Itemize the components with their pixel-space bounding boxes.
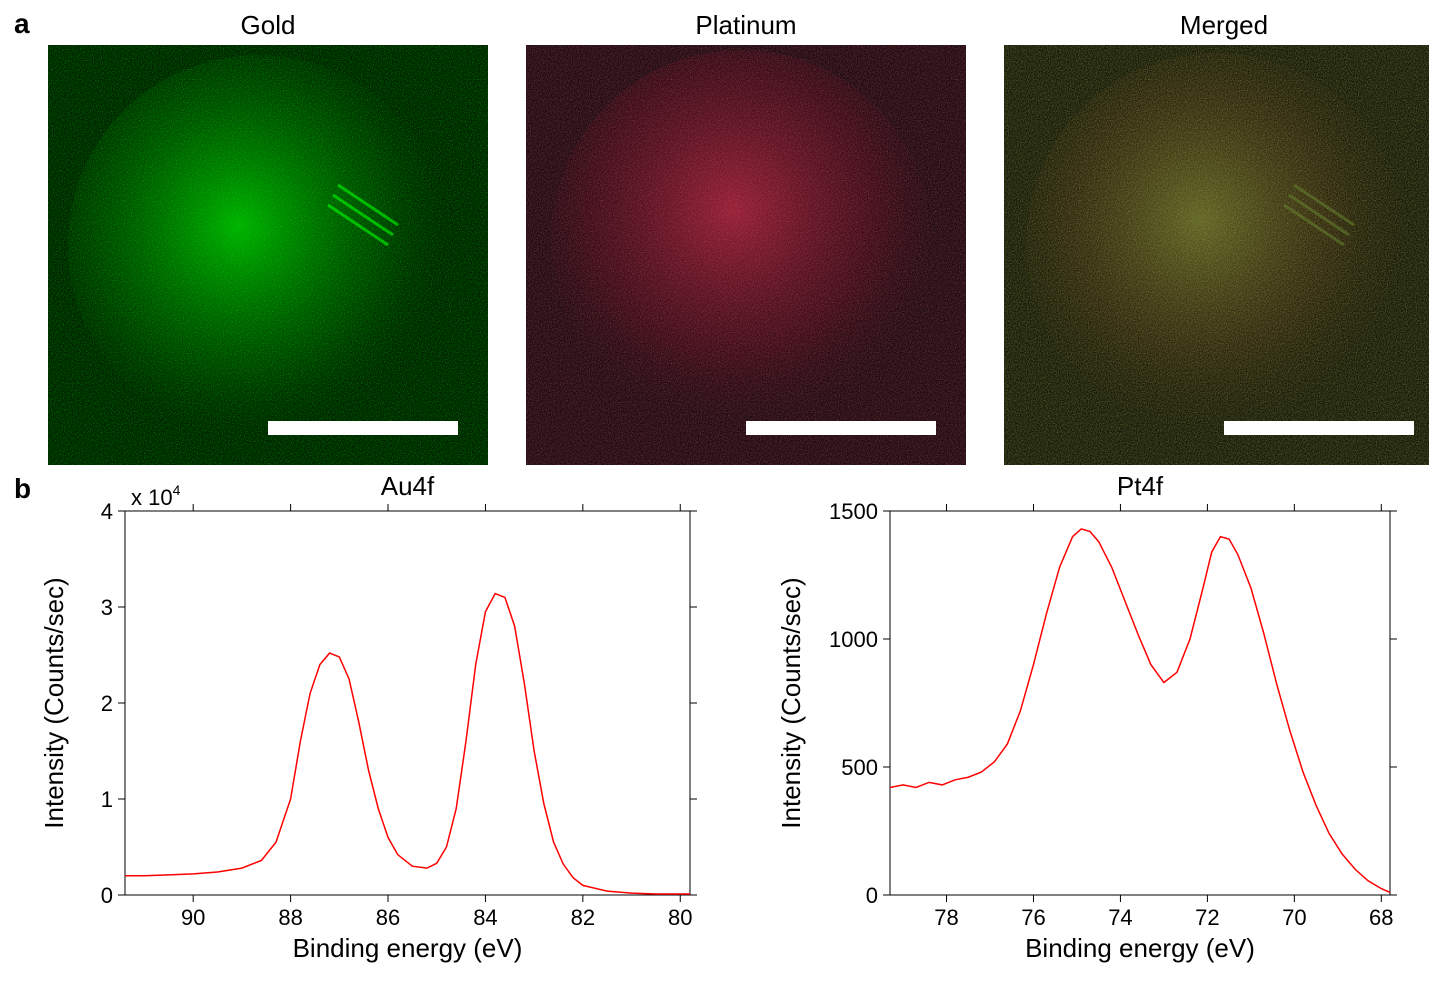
scalebar-gold: [268, 421, 458, 435]
svg-text:2: 2: [101, 691, 113, 716]
svg-text:x 104: x 104: [131, 482, 181, 510]
svg-text:82: 82: [571, 905, 595, 930]
svg-text:Pt4f: Pt4f: [1117, 475, 1164, 501]
chart-au4f-wrap: 0 1 2 3 4 90 88 86 84 82 80 Au4f Binding energy (eV)…: [30, 475, 710, 980]
panel-b: b 0 1 2 3 4 90 88 86 84 82 80 Au4f Binding energy (e…: [10, 475, 1419, 980]
svg-text:Au4f: Au4f: [381, 475, 435, 501]
scalebar-platinum: [746, 421, 936, 435]
micrograph-merged: [1004, 45, 1429, 465]
svg-text:74: 74: [1108, 905, 1132, 930]
image-panel-platinum: Platinum: [526, 10, 966, 465]
scalebar-merged: [1224, 421, 1414, 435]
svg-text:1000: 1000: [829, 627, 878, 652]
svg-text:76: 76: [1021, 905, 1045, 930]
image-title-merged: Merged: [1180, 10, 1268, 41]
svg-text:Intensity (Counts/sec): Intensity (Counts/sec): [776, 577, 806, 828]
image-title-platinum: Platinum: [695, 10, 796, 41]
svg-text:80: 80: [668, 905, 692, 930]
panel-b-label: b: [14, 473, 31, 505]
svg-text:1: 1: [101, 787, 113, 812]
svg-text:3: 3: [101, 595, 113, 620]
svg-text:86: 86: [376, 905, 400, 930]
svg-text:Binding energy (eV): Binding energy (eV): [293, 933, 523, 963]
svg-text:68: 68: [1369, 905, 1393, 930]
micrograph-gold: [48, 45, 488, 465]
svg-text:0: 0: [866, 883, 878, 908]
svg-text:0: 0: [101, 883, 113, 908]
chart-pt4f-wrap: 0 500 1000 1500 78 76 74 72 70 68 Pt4f Binding ener…: [770, 475, 1410, 980]
panel-a-label: a: [14, 8, 30, 40]
chart-au4f: 0 1 2 3 4 90 88 86 84 82 80 Au4f Binding energy (eV)…: [30, 475, 710, 975]
chart-pt4f: 0 500 1000 1500 78 76 74 72 70 68 Pt4f Binding ener…: [770, 475, 1410, 975]
svg-text:70: 70: [1282, 905, 1306, 930]
svg-text:84: 84: [473, 905, 497, 930]
micrograph-platinum: [526, 45, 966, 465]
svg-text:88: 88: [278, 905, 302, 930]
svg-text:90: 90: [181, 905, 205, 930]
image-title-gold: Gold: [241, 10, 296, 41]
svg-text:4: 4: [101, 499, 113, 524]
svg-text:Intensity (Counts/sec): Intensity (Counts/sec): [39, 577, 69, 828]
svg-text:78: 78: [934, 905, 958, 930]
figure-root: a Gold Pl: [10, 10, 1419, 980]
image-panel-gold: Gold: [48, 10, 488, 465]
svg-text:1500: 1500: [829, 499, 878, 524]
svg-text:Binding energy (eV): Binding energy (eV): [1025, 933, 1255, 963]
image-panel-merged: Merged: [1004, 10, 1429, 465]
svg-text:500: 500: [841, 755, 878, 780]
panel-a: a Gold Pl: [10, 10, 1419, 465]
svg-text:72: 72: [1195, 905, 1219, 930]
